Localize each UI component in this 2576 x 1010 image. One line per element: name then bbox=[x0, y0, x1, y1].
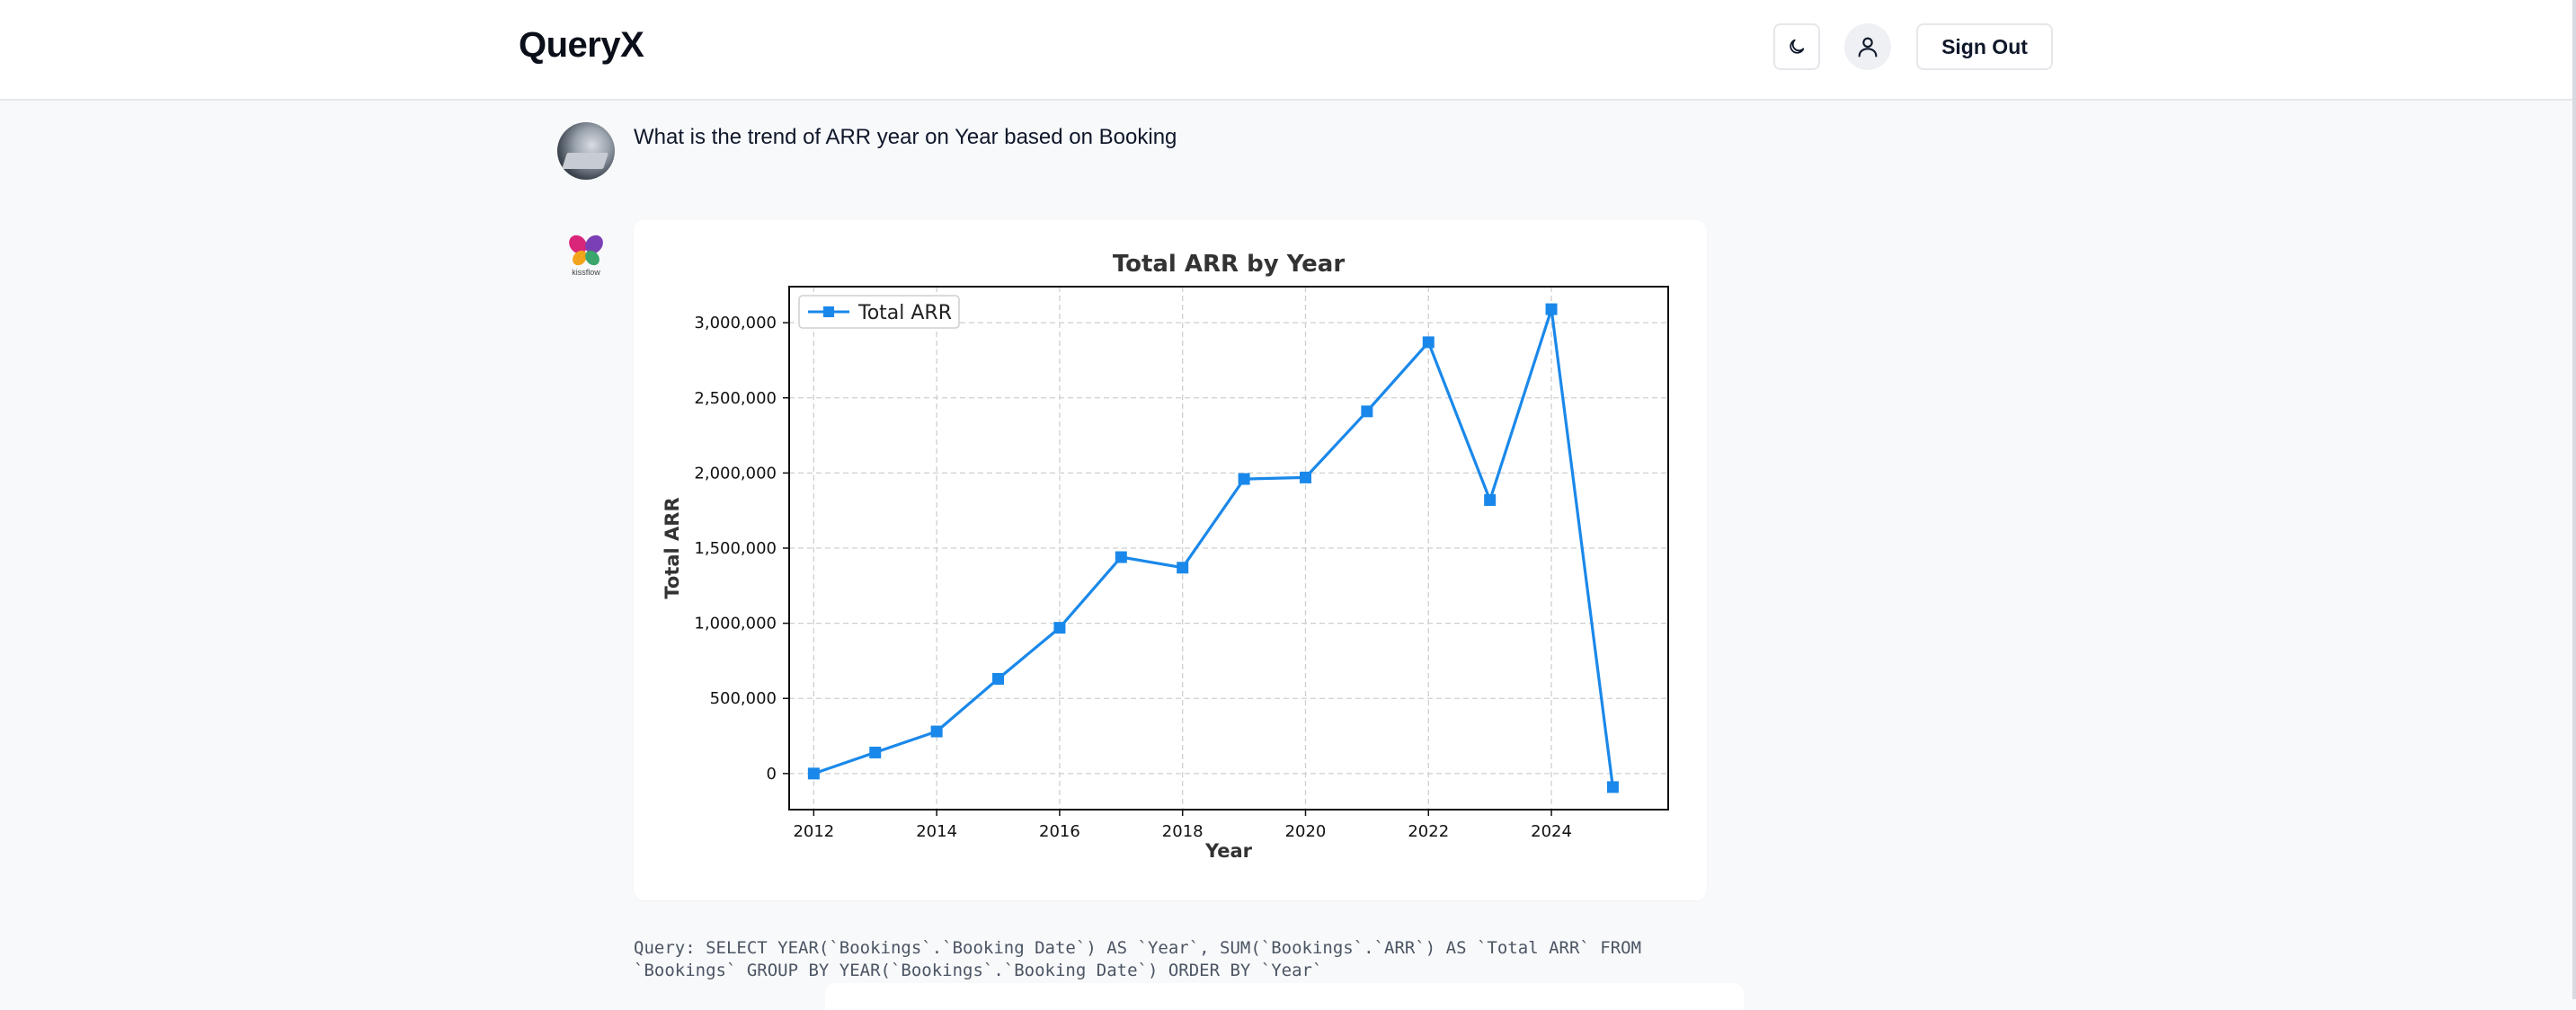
x-tick-label: 2022 bbox=[1408, 822, 1449, 841]
x-axis-label: Year bbox=[1204, 840, 1253, 862]
bot-logo-caption: kissflow bbox=[572, 268, 600, 277]
sql-query-text: Query: SELECT YEAR(`Bookings`.`Booking D… bbox=[634, 938, 1642, 980]
chart-card: 2012 2014 2016 2018 2020 2022 2024 0 500,000 1,00… bbox=[634, 220, 1707, 900]
data-point bbox=[1238, 473, 1250, 485]
data-point bbox=[869, 746, 882, 758]
legend: Total ARR bbox=[798, 295, 960, 329]
next-card-edge bbox=[825, 983, 1744, 1010]
y-axis-label: Total ARR bbox=[662, 497, 683, 598]
data-point bbox=[1484, 493, 1497, 506]
app-title: QueryX bbox=[519, 25, 644, 65]
bot-logo: kissflow bbox=[564, 232, 608, 279]
data-point bbox=[807, 767, 820, 780]
series-line bbox=[813, 307, 1614, 788]
y-tick-label: 500,000 bbox=[710, 689, 777, 708]
data-point bbox=[1177, 562, 1189, 574]
y-tick-label: 1,500,000 bbox=[694, 539, 777, 558]
data-point bbox=[930, 725, 943, 738]
theme-toggle-button[interactable] bbox=[1773, 23, 1820, 70]
data-point bbox=[1361, 405, 1373, 418]
x-tick-label: 2014 bbox=[916, 822, 957, 841]
user-question: What is the trend of ARR year on Year ba… bbox=[634, 125, 1177, 149]
x-tick-label: 2018 bbox=[1162, 822, 1204, 841]
user-icon bbox=[1858, 37, 1878, 58]
app-header: QueryX Sign Out bbox=[0, 0, 2572, 101]
user-profile-button[interactable] bbox=[1844, 23, 1891, 70]
sign-out-button[interactable]: Sign Out bbox=[1916, 23, 2053, 70]
chart-svg: 2012 2014 2016 2018 2020 2022 2024 0 500,000 1,00… bbox=[662, 251, 1669, 862]
user-avatar bbox=[557, 122, 615, 180]
x-tick-label: 2020 bbox=[1285, 822, 1327, 841]
legend-label: Total ARR bbox=[857, 302, 952, 324]
y-tick-label: 2,000,000 bbox=[694, 464, 777, 483]
kissflow-logo-icon bbox=[569, 235, 603, 266]
y-tick-label: 0 bbox=[767, 765, 777, 784]
scrollbar[interactable] bbox=[2572, 0, 2576, 999]
data-point bbox=[992, 673, 1005, 685]
data-point bbox=[1545, 303, 1558, 315]
x-tick-label: 2024 bbox=[1531, 822, 1572, 841]
chart-title: Total ARR by Year bbox=[1113, 251, 1346, 278]
moon-icon bbox=[1790, 39, 1805, 54]
data-point bbox=[1115, 551, 1127, 563]
y-tick-label: 2,500,000 bbox=[694, 389, 777, 408]
data-point bbox=[1606, 781, 1619, 793]
data-point bbox=[1053, 622, 1066, 634]
y-tick-label: 3,000,000 bbox=[694, 314, 777, 332]
x-tick-label: 2012 bbox=[793, 822, 834, 841]
x-tick-label: 2016 bbox=[1039, 822, 1080, 841]
y-tick-label: 1,000,000 bbox=[694, 615, 777, 633]
data-point bbox=[1422, 336, 1435, 349]
data-point bbox=[1299, 471, 1311, 483]
